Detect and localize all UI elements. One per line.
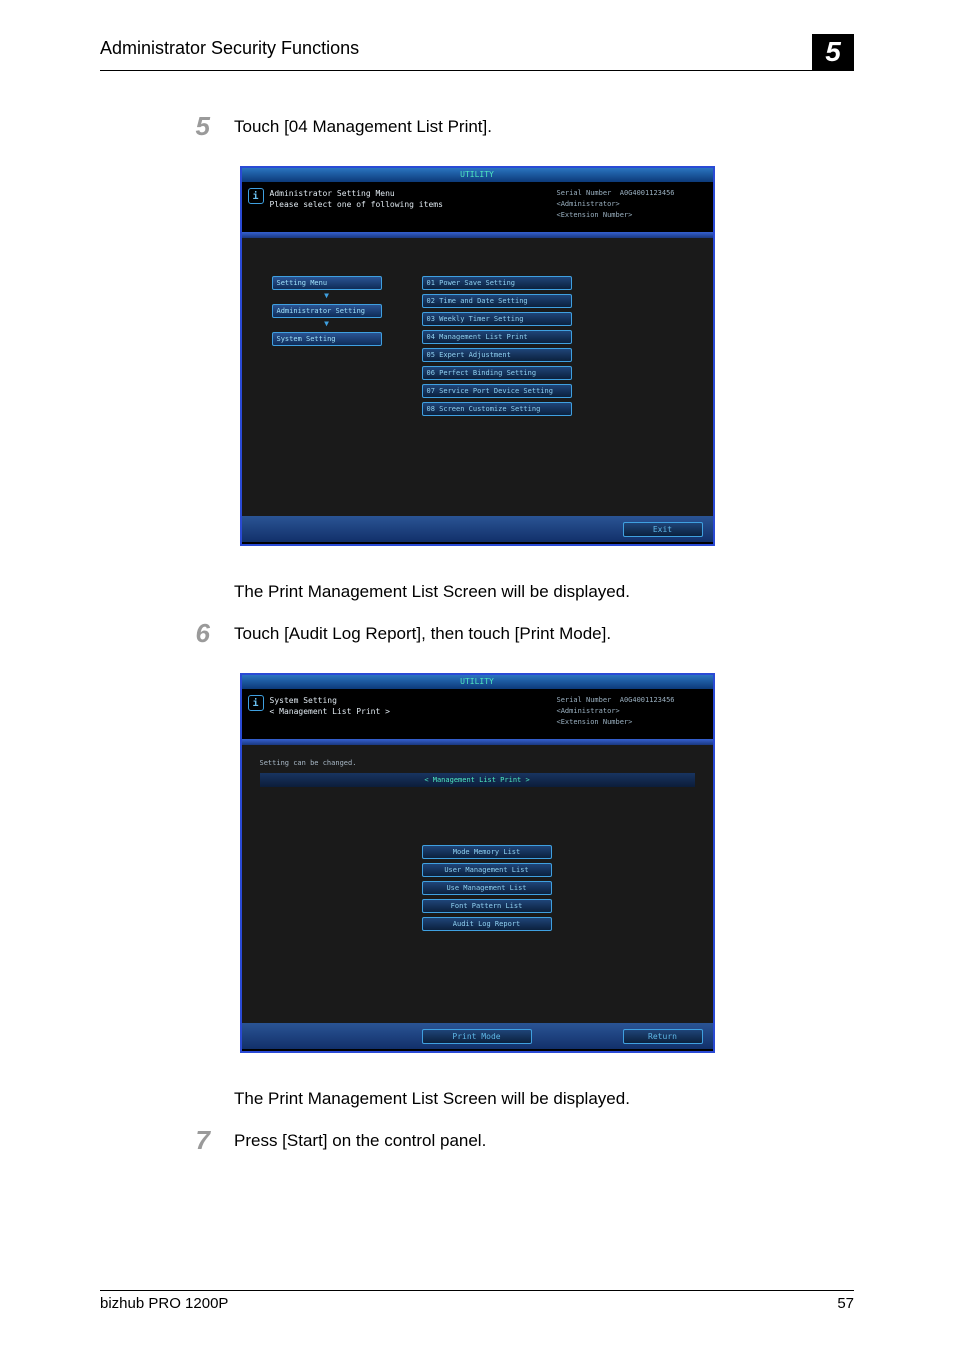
menu-mode-memory-list[interactable]: Mode Memory List: [422, 845, 552, 859]
step-6-text: Touch [Audit Log Report], then touch [Pr…: [234, 618, 611, 649]
body-subhead: Setting can be changed.: [252, 755, 703, 771]
nav-setting-menu[interactable]: Setting Menu: [272, 276, 382, 290]
utility-header-right: Serial Number A0G4001123456 <Administrat…: [557, 695, 707, 733]
utility-titlebar: UTILITY: [242, 168, 713, 182]
ext-row: <Extension Number>: [557, 210, 707, 221]
utility-body: Setting can be changed. < Management Lis…: [242, 745, 713, 1023]
admin-row: <Administrator>: [557, 199, 707, 210]
chapter-number: 5: [812, 34, 854, 70]
menu-06-perfect-binding[interactable]: 06 Perfect Binding Setting: [422, 366, 572, 380]
info-icon: i: [248, 695, 264, 711]
utility-header-left: System Setting < Management List Print >: [270, 695, 551, 733]
step-7: 7 Press [Start] on the control panel.: [100, 1125, 854, 1156]
header-line1: System Setting: [270, 695, 551, 706]
screenshot-2: UTILITY i System Setting < Management Li…: [100, 673, 854, 1053]
utility-footer: Print Mode Return: [242, 1023, 713, 1049]
menu-font-pattern-list[interactable]: Font Pattern List: [422, 899, 552, 913]
page-header: Administrator Security Functions 5: [100, 30, 854, 71]
utility-screen-2: UTILITY i System Setting < Management Li…: [240, 673, 715, 1053]
utility-header: i Administrator Setting Menu Please sele…: [242, 182, 713, 232]
product-name: bizhub PRO 1200P: [100, 1295, 228, 1312]
utility-body: Setting Menu ▼ Administrator Setting ▼ S…: [242, 238, 713, 516]
info-icon: i: [248, 188, 264, 204]
chevron-down-icon: ▼: [324, 292, 329, 300]
step-6-after: The Print Management List Screen will be…: [100, 1083, 854, 1109]
nav-breadcrumb: Setting Menu ▼ Administrator Setting ▼ S…: [272, 276, 382, 348]
header-line2: < Management List Print >: [270, 706, 551, 717]
admin-row: <Administrator>: [557, 706, 707, 717]
menu-use-mgmt-list[interactable]: Use Management List: [422, 881, 552, 895]
step-5-after-text: The Print Management List Screen will be…: [234, 576, 630, 602]
menu-03-weekly-timer[interactable]: 03 Weekly Timer Setting: [422, 312, 572, 326]
step-7-number: 7: [184, 1125, 234, 1156]
serial-row: Serial Number A0G4001123456: [557, 188, 707, 199]
step-6-after-text: The Print Management List Screen will be…: [234, 1083, 630, 1109]
chevron-down-icon: ▼: [324, 320, 329, 328]
menu-07-service-port[interactable]: 07 Service Port Device Setting: [422, 384, 572, 398]
menu-08-screen-customize[interactable]: 08 Screen Customize Setting: [422, 402, 572, 416]
menu-04-mgmt-list-print[interactable]: 04 Management List Print: [422, 330, 572, 344]
menu-column: 01 Power Save Setting 02 Time and Date S…: [422, 276, 572, 416]
center-menu: Mode Memory List User Management List Us…: [422, 845, 552, 931]
header-line1: Administrator Setting Menu: [270, 188, 551, 199]
utility-header-right: Serial Number A0G4001123456 <Administrat…: [557, 188, 707, 226]
screenshot-1: UTILITY i Administrator Setting Menu Ple…: [100, 166, 854, 546]
header-line2: Please select one of following items: [270, 199, 551, 210]
serial-row: Serial Number A0G4001123456: [557, 695, 707, 706]
ext-row: <Extension Number>: [557, 717, 707, 728]
page-number: 57: [837, 1295, 854, 1312]
menu-05-expert-adj[interactable]: 05 Expert Adjustment: [422, 348, 572, 362]
menu-user-mgmt-list[interactable]: User Management List: [422, 863, 552, 877]
utility-header-left: Administrator Setting Menu Please select…: [270, 188, 551, 226]
step-5-text: Touch [04 Management List Print].: [234, 111, 492, 142]
nav-system-setting[interactable]: System Setting: [272, 332, 382, 346]
step-5-after: The Print Management List Screen will be…: [100, 576, 854, 602]
step-6: 6 Touch [Audit Log Report], then touch […: [100, 618, 854, 649]
menu-02-time-date[interactable]: 02 Time and Date Setting: [422, 294, 572, 308]
nav-admin-setting[interactable]: Administrator Setting: [272, 304, 382, 318]
return-button[interactable]: Return: [623, 1029, 703, 1044]
step-5: 5 Touch [04 Management List Print].: [100, 111, 854, 142]
print-mode-button[interactable]: Print Mode: [422, 1029, 532, 1044]
exit-button[interactable]: Exit: [623, 522, 703, 537]
step-5-number: 5: [184, 111, 234, 142]
step-6-number: 6: [184, 618, 234, 649]
body-title-band: < Management List Print >: [260, 773, 695, 787]
utility-footer: Exit: [242, 516, 713, 542]
menu-01-power-save[interactable]: 01 Power Save Setting: [422, 276, 572, 290]
header-title: Administrator Security Functions: [100, 38, 359, 59]
utility-titlebar: UTILITY: [242, 675, 713, 689]
step-7-text: Press [Start] on the control panel.: [234, 1125, 486, 1156]
utility-header: i System Setting < Management List Print…: [242, 689, 713, 739]
utility-screen-1: UTILITY i Administrator Setting Menu Ple…: [240, 166, 715, 546]
menu-audit-log-report[interactable]: Audit Log Report: [422, 917, 552, 931]
page-footer: bizhub PRO 1200P 57: [100, 1290, 854, 1312]
